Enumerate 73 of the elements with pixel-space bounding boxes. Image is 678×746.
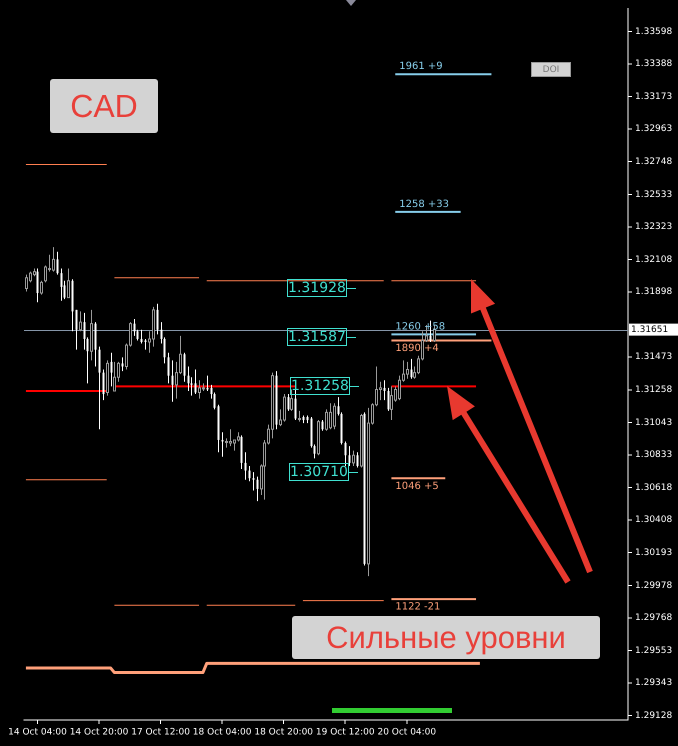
candlestick	[244, 452, 246, 480]
annotation: 1.31258	[290, 377, 350, 395]
candlestick	[348, 446, 350, 466]
series-label: 1961 +9	[399, 61, 443, 72]
candlestick	[344, 440, 346, 466]
y-tick-label: 1.29128	[635, 711, 672, 722]
candlestick	[60, 268, 62, 302]
x-tick-label: 19 Oct 12:00	[316, 728, 375, 738]
candlestick	[222, 432, 224, 458]
candlestick	[248, 465, 250, 482]
series-label: 1258 +33	[399, 198, 449, 210]
y-tick-label: 1.31043	[635, 418, 672, 428]
candlestick	[384, 380, 386, 401]
candlestick	[36, 268, 38, 303]
candlestick	[256, 476, 258, 502]
y-tick-label: 1.32323	[635, 222, 672, 232]
y-tick-label: 1.29978	[635, 580, 672, 591]
y-tick-label: 1.33173	[635, 92, 672, 102]
y-tick-label: 1.32748	[635, 157, 672, 168]
x-tick-label: 14 Oct 20:00	[70, 728, 129, 738]
x-tick-label: 18 Oct 20:00	[254, 728, 314, 738]
y-tick-label: 1.31898	[635, 287, 672, 298]
y-tick-label: 1.30833	[635, 450, 672, 460]
series-label: 1890 +4	[395, 343, 439, 354]
candlestick	[294, 387, 296, 421]
candlestick	[56, 251, 58, 276]
annotation: 1.30710	[289, 463, 349, 481]
y-tick-label: 1.29553	[635, 646, 672, 656]
x-tick-label: 17 Oct 12:00	[131, 728, 190, 738]
candlestick	[140, 329, 142, 344]
candlestick	[322, 420, 324, 432]
candlestick	[156, 303, 158, 335]
candlestick	[168, 352, 170, 384]
annotation: Сильные уровни	[292, 616, 600, 659]
y-tick-label: 1.33388	[635, 59, 672, 70]
y-tick-label: 1.31473	[635, 352, 672, 362]
series-label: 1046 +5	[395, 480, 439, 492]
y-tick-label: 1.32533	[635, 190, 672, 200]
series-label: 1122 -21	[395, 602, 440, 613]
candlestick	[410, 358, 412, 380]
y-tick-label: 1.30193	[635, 548, 672, 558]
y-tick-label: 1.31258	[635, 385, 672, 396]
y-tick-label: 1.32108	[635, 255, 672, 266]
candlestick	[98, 346, 100, 430]
candlestick	[134, 318, 136, 336]
x-tick-label: 14 Oct 04:00	[8, 728, 68, 738]
candlestick	[206, 375, 208, 392]
candlestick	[102, 369, 104, 401]
candlestick	[122, 356, 124, 372]
y-tick-label: 1.29768	[635, 613, 672, 624]
candlestick	[188, 366, 190, 392]
candlestick	[110, 352, 112, 387]
y-tick-label: 1.29343	[635, 678, 672, 688]
candlestick	[144, 338, 146, 350]
candlestick	[252, 472, 254, 491]
candlestick	[356, 452, 358, 468]
candlestick	[288, 394, 290, 412]
annotation: DOI	[531, 62, 571, 77]
y-tick-label: 1.30408	[635, 515, 672, 526]
x-tick-label: 20 Oct 04:00	[377, 728, 436, 738]
ref-line-label: 1.31651	[631, 324, 668, 335]
candlestick	[172, 360, 174, 402]
x-tick-label: 18 Oct 04:00	[192, 728, 252, 738]
y-tick-label: 1.33598	[635, 27, 672, 38]
candlestick	[76, 309, 78, 350]
candlestick	[194, 369, 196, 395]
annotation: 1.31928	[287, 279, 347, 297]
candlestick	[388, 387, 390, 412]
y-tick-label: 1.30618	[635, 483, 672, 494]
annotation: 1.31587	[287, 328, 347, 346]
text: CAD	[50, 79, 158, 133]
candlestick	[184, 352, 186, 382]
y-tick-label: 1.32963	[635, 124, 672, 134]
